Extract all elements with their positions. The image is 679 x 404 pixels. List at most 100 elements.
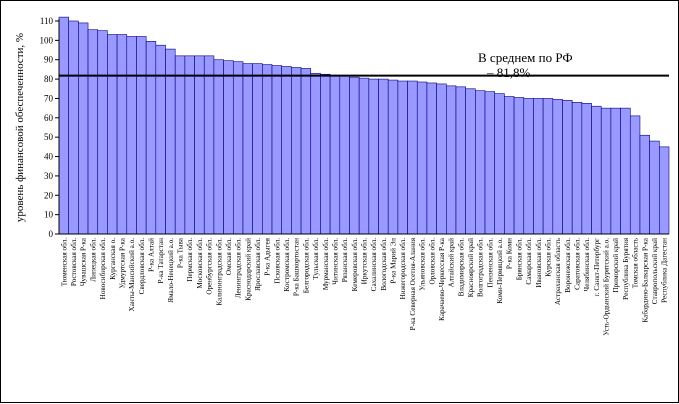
category-label: Курская обл. bbox=[544, 238, 552, 277]
category-label: Курганская о. bbox=[109, 238, 117, 280]
category-label: Костромская обл. bbox=[283, 238, 291, 292]
bar bbox=[387, 79, 399, 235]
category-labels: Тюменская обл. Ростовская обл. Чувашская Р… bbox=[60, 237, 668, 335]
bar bbox=[455, 86, 466, 235]
y-tick-label: 20 bbox=[44, 190, 54, 200]
category-label: Челябинская обл. bbox=[583, 238, 591, 292]
bar bbox=[116, 34, 128, 235]
axes bbox=[58, 19, 669, 235]
bar bbox=[542, 98, 554, 235]
bar bbox=[358, 77, 370, 235]
bar bbox=[126, 36, 137, 235]
category-label: г. Санкт-Петербург bbox=[593, 238, 601, 296]
bar bbox=[68, 20, 79, 235]
bar bbox=[281, 66, 292, 235]
y-tick-label: 80 bbox=[44, 74, 54, 84]
category-label: Кемеровская обл. bbox=[351, 238, 359, 292]
bar bbox=[213, 59, 224, 235]
category-label: Р-ка Адыгея bbox=[264, 237, 272, 275]
bar bbox=[368, 78, 379, 235]
average-annotation-line1: В среднем по РФ bbox=[478, 50, 573, 65]
y-tick-label: 30 bbox=[44, 171, 54, 181]
category-label: Чувашская Р-ка bbox=[80, 237, 88, 286]
category-label: Ивановская обл. bbox=[535, 238, 543, 288]
bar bbox=[591, 105, 602, 235]
bar bbox=[600, 107, 612, 235]
category-label: Р-ка Башкортостан bbox=[293, 238, 301, 296]
category-label: Омская обл. bbox=[225, 238, 233, 275]
bar bbox=[310, 72, 321, 235]
bar bbox=[513, 97, 525, 235]
bar bbox=[97, 30, 108, 235]
y-axis-title-group: уровень финансовой обеспеченности, % bbox=[14, 33, 26, 222]
bar bbox=[436, 83, 447, 235]
bar bbox=[465, 88, 476, 235]
category-label: Белгородская обл. bbox=[302, 238, 310, 293]
bar bbox=[659, 146, 670, 235]
y-tick-label: 70 bbox=[44, 93, 54, 103]
bar bbox=[552, 99, 563, 235]
bar bbox=[562, 100, 573, 235]
bar bbox=[194, 55, 205, 235]
bar bbox=[504, 96, 515, 235]
category-label: Волгоградская обл. bbox=[477, 238, 485, 297]
category-label: Ульяновская обл. bbox=[419, 238, 427, 291]
category-label: Московская обл. bbox=[196, 238, 204, 289]
category-label: Самарская обл. bbox=[525, 238, 533, 285]
bar bbox=[184, 55, 195, 235]
category-label: Ханты-Мансийский а.о. bbox=[128, 238, 136, 312]
bar bbox=[484, 91, 496, 235]
category-label: Брянская обл. bbox=[515, 238, 523, 280]
category-label: Р-ка Коми bbox=[506, 238, 514, 269]
category-label: Республика Бурятия bbox=[622, 237, 630, 300]
y-tick-label: 90 bbox=[44, 55, 54, 65]
category-label: Читинская обл. bbox=[331, 238, 339, 285]
category-label: Саратовская обл. bbox=[574, 238, 582, 290]
bar bbox=[87, 29, 99, 235]
bar bbox=[223, 60, 234, 235]
bar bbox=[242, 63, 253, 235]
bar bbox=[446, 85, 457, 235]
y-tick-label: 10 bbox=[44, 210, 54, 220]
bar bbox=[610, 107, 621, 235]
bar bbox=[165, 48, 176, 235]
bar bbox=[378, 78, 389, 235]
category-label: Псковская обл. bbox=[273, 238, 281, 284]
bar bbox=[145, 41, 157, 235]
bar bbox=[620, 107, 631, 235]
category-label: Ростовская обл. bbox=[70, 238, 78, 286]
bar bbox=[174, 55, 186, 235]
category-label: Оренбургская обл. bbox=[206, 238, 214, 295]
category-label: Астраханская область bbox=[554, 237, 562, 305]
bar bbox=[416, 81, 428, 235]
category-label: Новосибирская обл. bbox=[99, 238, 107, 300]
category-label: Красноярский край bbox=[467, 238, 475, 297]
bar bbox=[475, 90, 486, 235]
category-label: Нижегородская обл. bbox=[399, 238, 407, 300]
bar bbox=[329, 74, 341, 235]
bar bbox=[639, 134, 650, 235]
bar bbox=[320, 73, 331, 235]
bar bbox=[300, 68, 312, 235]
bar bbox=[339, 75, 350, 235]
category-label: Пензенская обл. bbox=[486, 238, 494, 288]
category-label: Владимирская обл. bbox=[457, 238, 465, 297]
category-label: Воронежская обл. bbox=[564, 238, 572, 293]
category-label: Кабардино-Балкарская Р-ка bbox=[641, 237, 649, 322]
category-label: Краснодарский край bbox=[244, 238, 252, 301]
bars bbox=[58, 16, 670, 235]
category-label: Калининградская обл. bbox=[215, 238, 223, 306]
category-label: Пермская обл. bbox=[186, 238, 194, 282]
category-label: Р-ка Северная Осетия-Алания bbox=[409, 237, 417, 330]
bar bbox=[581, 102, 592, 235]
category-label: Р-ка Татарстан bbox=[157, 238, 165, 284]
category-label: Коми-Пермяцкий а.о. bbox=[496, 238, 504, 304]
y-axis-title: уровень финансовой обеспеченности, % bbox=[14, 33, 26, 222]
category-label: Вологодская обл. bbox=[380, 238, 388, 291]
bar bbox=[533, 98, 544, 235]
bar bbox=[523, 98, 534, 235]
bar bbox=[291, 67, 302, 235]
average-annotation-line2: – 81,8% bbox=[486, 65, 531, 80]
bar bbox=[349, 76, 360, 235]
